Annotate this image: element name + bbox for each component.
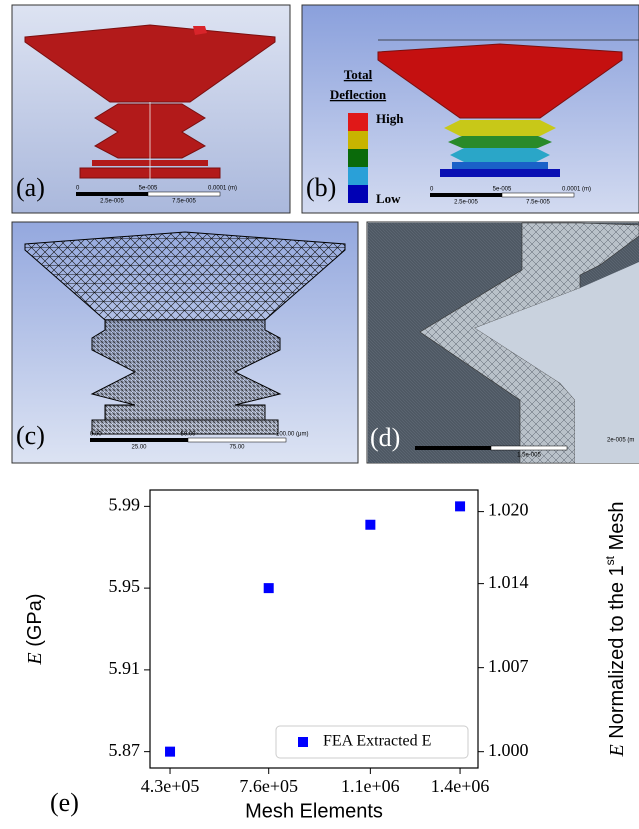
scale-label: 25.00 [131, 445, 147, 451]
legend-label: FEA Extracted E [323, 733, 431, 750]
panel-d: 2e-005 (m 1.5e-005 (d) [367, 222, 639, 463]
y2-axis-label-text: Normalized to the 1 [606, 565, 628, 744]
scale-label: 100.00 (μm) [276, 432, 308, 438]
marker [165, 747, 175, 757]
marker [365, 520, 375, 530]
panel-c: 0.00 50.00 100.00 (μm) 25.00 75.00 (c) [12, 222, 358, 463]
panel-a: 0 5e-005 0.0001 (m) 2.5e-005 7.5e-005 (a… [12, 5, 290, 213]
x-tick-label: 7.6e+05 [239, 776, 298, 796]
marker [455, 501, 465, 511]
scale-label: 50.00 [180, 432, 196, 438]
y-tick-label: 5.95 [109, 576, 141, 596]
y2-tick-label: 1.014 [488, 572, 529, 592]
scale-label: 0.00 [90, 432, 102, 438]
scale-label: 5e-005 [493, 187, 512, 193]
y2-axis-label: E Normalized to the 1st Mesh [603, 501, 628, 757]
y2-tick-label: 1.000 [488, 740, 529, 760]
legend-title: Deflection [330, 87, 387, 102]
panel-label: (c) [16, 421, 45, 450]
x-tick-label: 1.1e+06 [341, 776, 400, 796]
x-tick-label: 4.3e+05 [141, 776, 200, 796]
chart: (e) Mesh Elements E (GPa) E Normalized t… [24, 490, 629, 822]
scale-label: 75.00 [229, 445, 245, 451]
y2-axis-label-symbol: E [606, 744, 628, 757]
y-axis-label: E (GPa) [24, 593, 47, 665]
y2-tick-label: 1.007 [488, 656, 529, 676]
marker [264, 583, 274, 593]
y2-axis-label-text: Mesh [606, 501, 628, 555]
panel-label: (b) [306, 173, 336, 202]
y-axis-label-symbol: E [24, 652, 46, 665]
scale-label: 7.5e-005 [172, 199, 196, 205]
x-axis-label: Mesh Elements [245, 800, 383, 822]
y-tick-label: 5.99 [109, 494, 141, 514]
legend-marker [298, 737, 308, 747]
legend-high: High [376, 111, 404, 126]
scale-label: 0.0001 (m) [562, 187, 591, 193]
y-tick-label: 5.87 [109, 740, 141, 760]
scale-label: 7.5e-005 [526, 200, 550, 206]
y-axis-label-unit: (GPa) [24, 593, 46, 652]
figure: 0 5e-005 0.0001 (m) 2.5e-005 7.5e-005 (a… [0, 0, 639, 829]
legend-title: Total [344, 67, 373, 82]
scale-label: 2.5e-005 [100, 199, 124, 205]
panel-b: Total Deflection High Low 0 5e-005 0.000… [302, 5, 639, 213]
legend-low: Low [376, 191, 401, 206]
panel-label: (e) [50, 788, 79, 817]
panel-label: (a) [16, 173, 45, 202]
y2-tick-label: 1.020 [488, 500, 529, 520]
x-tick-label: 1.4e+06 [431, 776, 490, 796]
panel-label: (d) [370, 423, 400, 452]
scale-label: 2.5e-005 [454, 200, 478, 206]
scale-label: 5e-005 [139, 186, 158, 192]
scale-label: 1.5e-005 [517, 453, 541, 459]
y-tick-label: 5.91 [109, 658, 141, 678]
scale-label: 0.0001 (m) [208, 186, 237, 192]
scale-label: 2e-005 (m [607, 438, 634, 444]
